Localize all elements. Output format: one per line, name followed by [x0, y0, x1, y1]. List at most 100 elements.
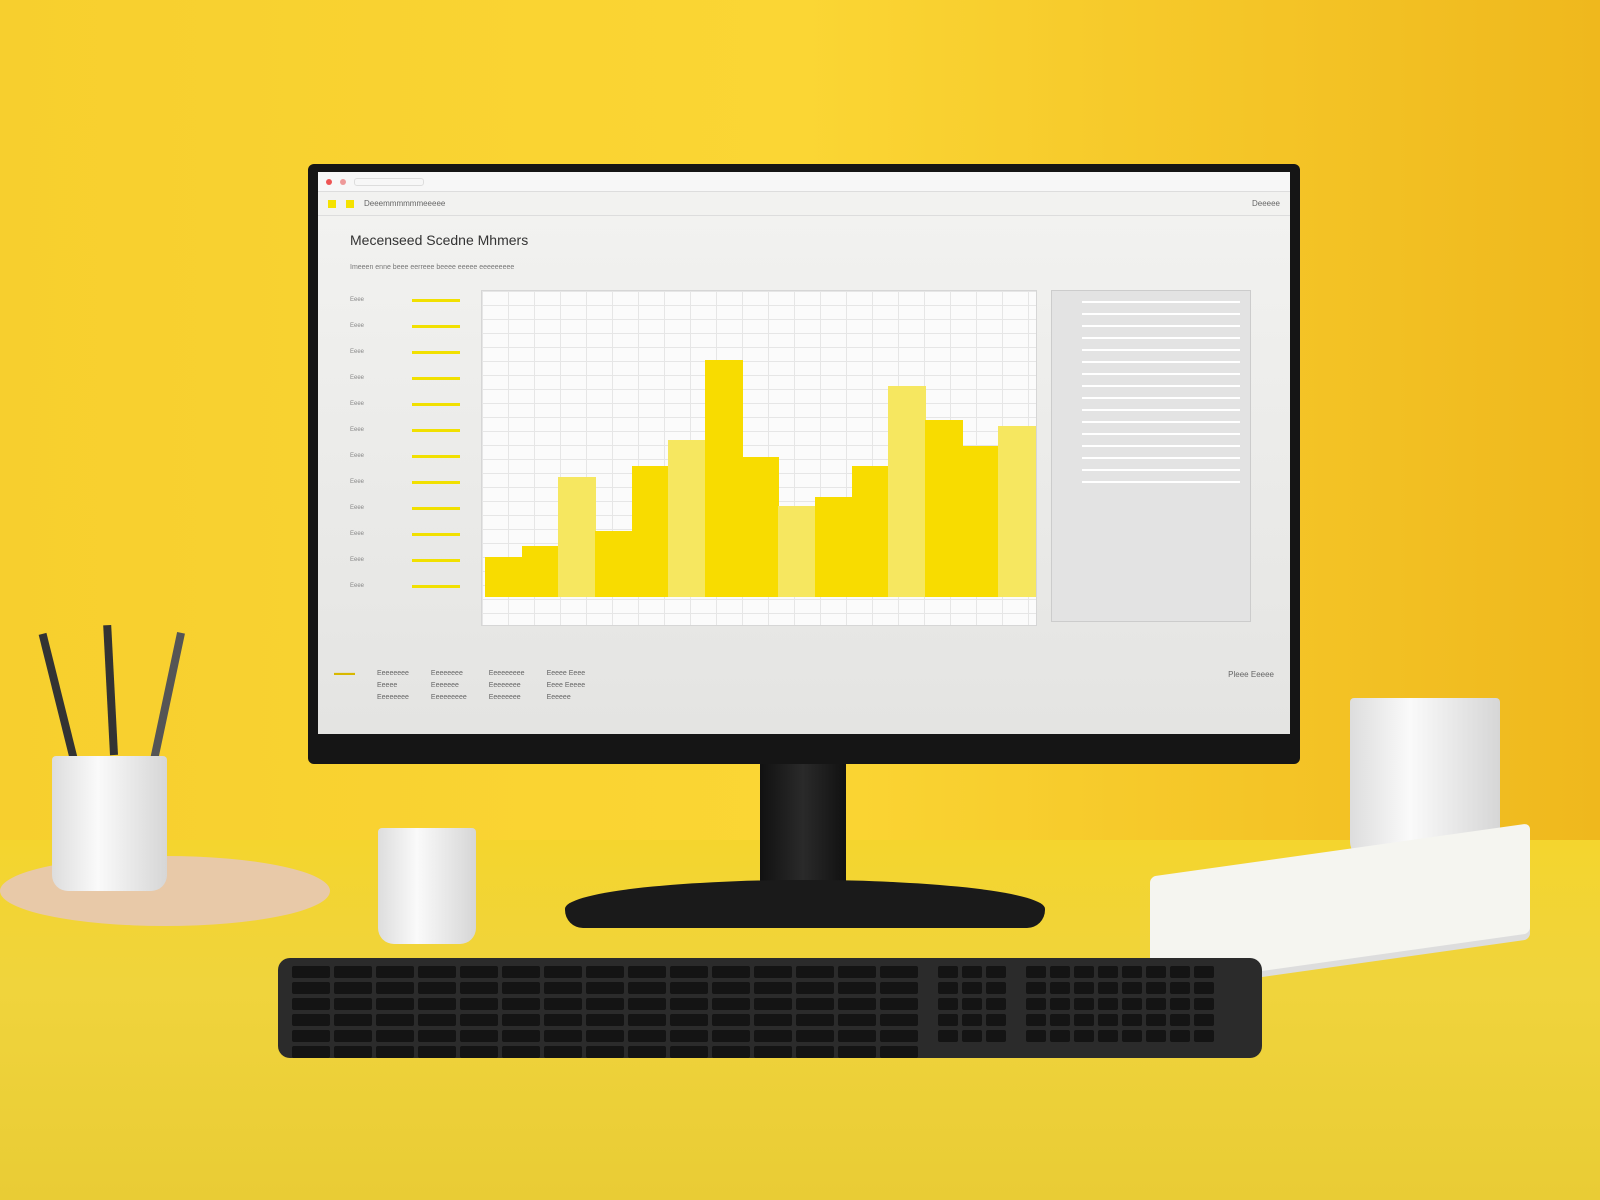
side-row	[1082, 361, 1240, 363]
key	[628, 966, 666, 978]
key	[712, 1030, 750, 1042]
chart-bar	[705, 360, 743, 597]
chart-bar	[888, 386, 926, 597]
key	[1194, 1014, 1214, 1026]
key	[838, 1046, 876, 1058]
row-bar	[412, 376, 460, 380]
list-item[interactable]: Eeee	[350, 287, 460, 313]
row-bar	[412, 402, 460, 406]
key	[1146, 998, 1166, 1010]
key	[712, 966, 750, 978]
key	[334, 1030, 372, 1042]
side-row	[1082, 373, 1240, 375]
list-item[interactable]: Eeee	[350, 547, 460, 573]
key	[1050, 982, 1070, 994]
row-label: Eeee	[350, 427, 365, 433]
key	[1170, 1014, 1190, 1026]
key	[986, 1014, 1006, 1026]
key	[670, 966, 708, 978]
key	[1170, 1030, 1190, 1042]
key	[628, 1014, 666, 1026]
key	[334, 982, 372, 994]
side-row	[1082, 349, 1240, 351]
list-item[interactable]: Eeee	[350, 391, 460, 417]
footer-link[interactable]: Eeeeeeee	[488, 694, 521, 701]
row-bar	[412, 584, 460, 588]
key	[838, 1014, 876, 1026]
minimize-icon[interactable]	[340, 178, 346, 185]
key	[986, 966, 1006, 978]
key	[1122, 1014, 1142, 1026]
list-item[interactable]: Eeee	[350, 365, 460, 391]
key	[986, 998, 1006, 1010]
footer-right-link[interactable]: Pleee Eeeee	[1228, 670, 1274, 679]
key	[938, 1030, 958, 1042]
key	[586, 1014, 624, 1026]
footer-link[interactable]: Eeeeeeeee	[430, 694, 467, 701]
footer-link[interactable]: Eeeeeeee	[430, 670, 463, 677]
key	[586, 1030, 624, 1042]
key	[544, 966, 582, 978]
chart-bar	[961, 445, 1000, 597]
footer-link[interactable]: Eeeeeeee	[377, 670, 409, 677]
nav-keys	[938, 966, 1006, 1050]
key	[838, 1030, 876, 1042]
key	[292, 1046, 330, 1058]
list-item[interactable]: Eeee	[350, 313, 460, 339]
key	[460, 1046, 498, 1058]
footer-column: Eeeeeeee Eeeeeee Eeeeeeeee	[431, 670, 467, 706]
footer-link[interactable]: Eeeee Eeee	[546, 670, 586, 677]
key	[1098, 966, 1118, 978]
breadcrumb[interactable]: Deeemmmmmmeeeee	[364, 199, 446, 208]
key	[418, 1014, 456, 1026]
key	[292, 982, 330, 994]
key	[1146, 966, 1166, 978]
list-item[interactable]: Eeee	[350, 443, 460, 469]
list-item[interactable]: Eeee	[350, 339, 460, 365]
footer-link[interactable]: Eeeeeee	[430, 682, 459, 689]
footer-link[interactable]: Eeeee	[377, 682, 398, 689]
list-item[interactable]: Eeee	[350, 573, 460, 599]
key	[712, 1046, 750, 1058]
address-bar[interactable]	[354, 177, 424, 186]
key	[670, 1030, 708, 1042]
key	[1074, 966, 1094, 978]
key	[938, 966, 958, 978]
row-bar	[412, 454, 460, 458]
key	[292, 1014, 330, 1026]
screen: Deeemmmmmmeeeee Deeeee Mecenseed Scedne …	[318, 172, 1290, 734]
page-title: Mecenseed Scedne Mhmers	[350, 232, 529, 248]
key	[1194, 982, 1214, 994]
chart-bar	[851, 465, 890, 597]
pencil	[150, 632, 185, 761]
key	[586, 998, 624, 1010]
row-label: Eeee	[350, 479, 365, 485]
key	[1194, 966, 1214, 978]
key	[502, 1014, 540, 1026]
list-item[interactable]: Eeee	[350, 469, 460, 495]
menu-icon[interactable]	[346, 199, 354, 208]
key	[334, 1014, 372, 1026]
key	[376, 966, 414, 978]
key	[628, 1046, 666, 1058]
row-label: Eeee	[350, 531, 365, 537]
nav-link[interactable]: Deeeee	[1251, 199, 1280, 208]
list-item[interactable]: Eeee	[350, 495, 460, 521]
key	[334, 966, 372, 978]
list-item[interactable]: Eeee	[350, 417, 460, 443]
key	[1122, 966, 1142, 978]
monitor: Deeemmmmmmeeeee Deeeee Mecenseed Scedne …	[308, 164, 1300, 764]
key	[586, 982, 624, 994]
footer-link[interactable]: Eeeeeeeee	[488, 670, 525, 677]
close-icon[interactable]	[326, 178, 332, 185]
list-item[interactable]: Eeee	[350, 521, 460, 547]
key	[1026, 966, 1046, 978]
chart-bar	[668, 440, 706, 597]
key	[1098, 1014, 1118, 1026]
footer-link[interactable]: Eeeeeeee	[488, 682, 521, 689]
key	[1098, 1030, 1118, 1042]
footer-link[interactable]: Eeeeeeee	[377, 694, 409, 701]
footer-link[interactable]: Eeee Eeeee	[546, 682, 586, 689]
footer-link[interactable]: Eeeeee	[546, 694, 571, 701]
key	[292, 966, 330, 978]
